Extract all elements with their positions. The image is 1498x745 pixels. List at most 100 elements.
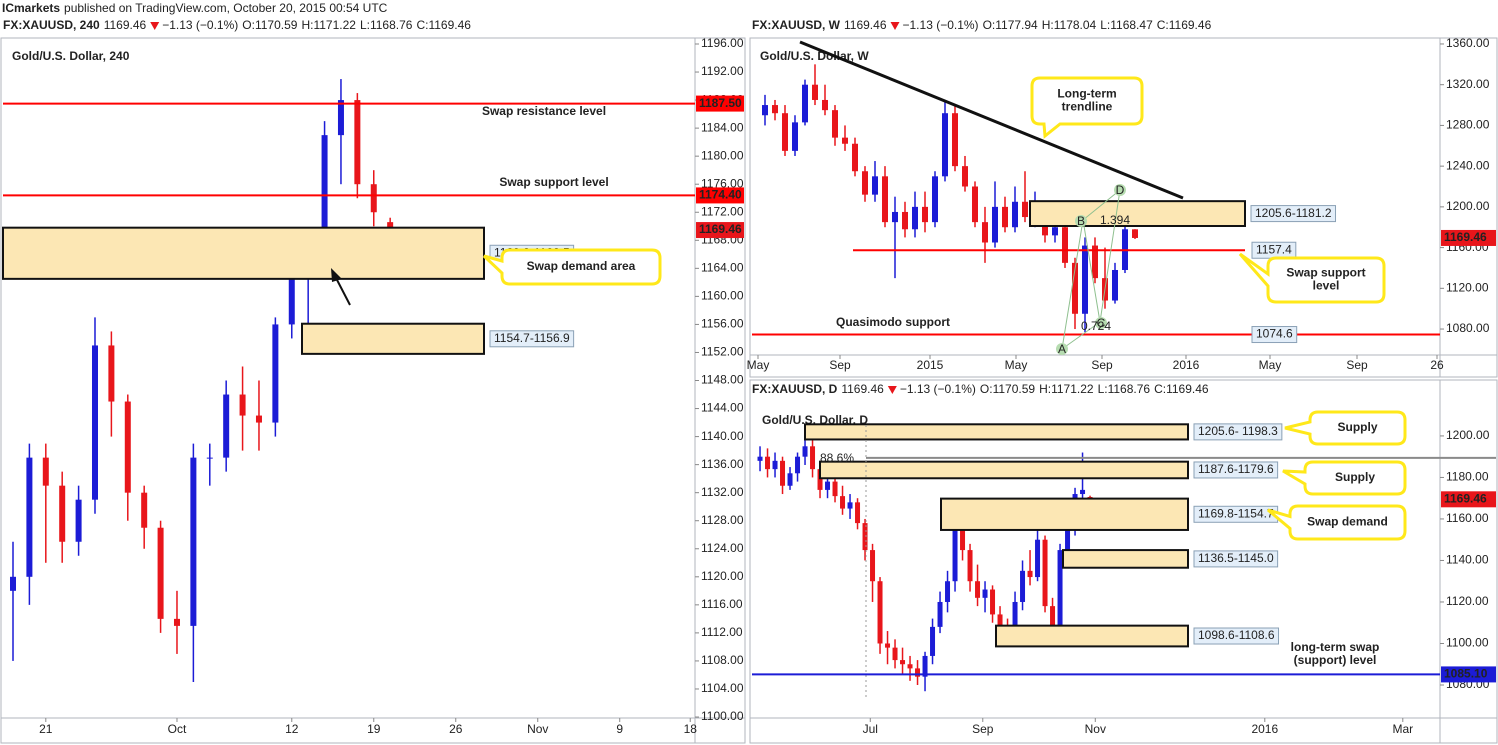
candle-body (892, 211, 898, 223)
candle-body (387, 222, 394, 231)
ohlc-value: 1168.76 (1108, 382, 1151, 396)
callout-text: Supply (1337, 420, 1377, 434)
candle-body (852, 143, 858, 172)
level-text: (support) level (1294, 653, 1377, 667)
level-text: Quasimodo support (836, 315, 950, 329)
x-tick-label: 9 (616, 722, 623, 736)
y-tick-label: 1140.00 (701, 429, 744, 443)
change: −1.13 (−0.1%) (903, 18, 979, 32)
candle-body (787, 473, 793, 486)
candle-body (842, 137, 848, 144)
candle-body (108, 345, 115, 402)
candle-body (780, 460, 786, 486)
ohlc-label: L: (360, 18, 370, 32)
candle-body (772, 105, 778, 114)
level-text: Swap support level (499, 175, 608, 189)
candle-body (141, 492, 148, 528)
price-tag-label: 1085.10 (1444, 667, 1488, 681)
candle-body (915, 668, 921, 677)
y-tick-label: 1164.00 (701, 261, 744, 275)
y-tick-label: 1116.00 (701, 597, 743, 611)
zone-label-box (1193, 461, 1279, 479)
x-tick-label: 2016 (1173, 358, 1200, 372)
candle-body (922, 655, 928, 677)
callout-box (1238, 252, 1386, 304)
y-tick-label: 1148.00 (701, 373, 744, 387)
zone-label: 1154.7-1156.9 (494, 331, 570, 345)
ohlc-value: 1178.04 (1054, 18, 1097, 32)
candle-body (877, 581, 883, 644)
zone-label: 1205.6- 1198.3 (1198, 424, 1278, 438)
price-tag (1441, 229, 1496, 246)
y-tick-label: 1120.00 (1446, 594, 1489, 608)
last-price: 1169.46 (844, 18, 887, 32)
zone (301, 322, 485, 355)
candle-body (1020, 570, 1026, 602)
x-tick-label: 18 (684, 722, 698, 736)
x-tick-label: Nov (1085, 722, 1106, 736)
candle-body (772, 460, 778, 470)
pattern-label: C (1097, 316, 1106, 330)
ohlc-label: C: (416, 18, 428, 32)
x-tick-label: 12 (285, 722, 299, 736)
y-tick-label: 1180.00 (1446, 470, 1489, 484)
candle-body (792, 122, 798, 151)
level-text: Swap resistance level (482, 104, 606, 118)
x-tick-label: 21 (39, 722, 53, 736)
price-tag-label: 1169.46 (1444, 230, 1487, 244)
y-tick-label: 1320.00 (1446, 77, 1490, 91)
candle-body (190, 457, 197, 626)
candle-body (902, 211, 908, 230)
y-tick-label: 1240.00 (1446, 158, 1490, 172)
y-tick-label: 1160.00 (701, 289, 744, 303)
symbol: FX:XAUUSD, D (752, 382, 838, 396)
change-arrow (890, 22, 900, 30)
candle-body (765, 456, 771, 470)
zone-label-box (489, 330, 575, 348)
x-tick-label: Nov (527, 722, 548, 736)
ohlc-value: 1170.59 (255, 18, 298, 32)
candle-body (900, 660, 906, 665)
candle-body (124, 401, 131, 493)
y-tick-label: 1128.00 (701, 513, 744, 527)
pattern-label: B (1077, 214, 1085, 228)
y-tick-label: 1152.00 (701, 345, 744, 359)
candle-body (1012, 201, 1018, 228)
y-tick-label: 1120.00 (701, 569, 744, 583)
zone (940, 497, 1189, 531)
y-tick-label: 1108.00 (701, 653, 744, 667)
callout-box (1030, 76, 1144, 139)
callout-text: Swap demand (1307, 515, 1388, 529)
candle-body (945, 581, 951, 602)
price-tag-label: 1174.40 (699, 188, 742, 202)
candle-body (1052, 227, 1058, 236)
candle-body (952, 113, 958, 167)
price-tag (1441, 491, 1496, 508)
candle-body (1002, 206, 1008, 228)
ohlc-label: O: (980, 382, 993, 396)
chart-title: Gold/U.S. Dollar, 240 (12, 49, 130, 63)
ohlc-value: 1170.59 (993, 382, 1036, 396)
callout-text: Supply (1335, 470, 1375, 484)
y-tick-label: 1176.00 (701, 176, 744, 190)
symbol: FX:XAUUSD, 240 (3, 18, 100, 32)
ohlc-value: 1168.47 (1110, 18, 1153, 32)
y-tick-label: 1124.00 (701, 541, 744, 555)
ohlc-label: C: (1154, 382, 1166, 396)
candle-body (885, 643, 891, 648)
ohlc-label: L: (1098, 382, 1108, 396)
candle-body (967, 550, 973, 582)
callout-text: level (1313, 279, 1340, 293)
pattern-ratio: 1.394 (1100, 213, 1130, 227)
candle-body (59, 485, 66, 542)
y-tick-label: 1100.00 (1446, 636, 1489, 650)
callout-box (482, 248, 662, 286)
zone-label-box (1193, 627, 1280, 645)
candle-body (932, 176, 938, 223)
candle-body (907, 664, 913, 669)
candle-body (239, 394, 246, 416)
candle-body (1065, 527, 1071, 551)
ohlc-label: H: (301, 18, 313, 32)
